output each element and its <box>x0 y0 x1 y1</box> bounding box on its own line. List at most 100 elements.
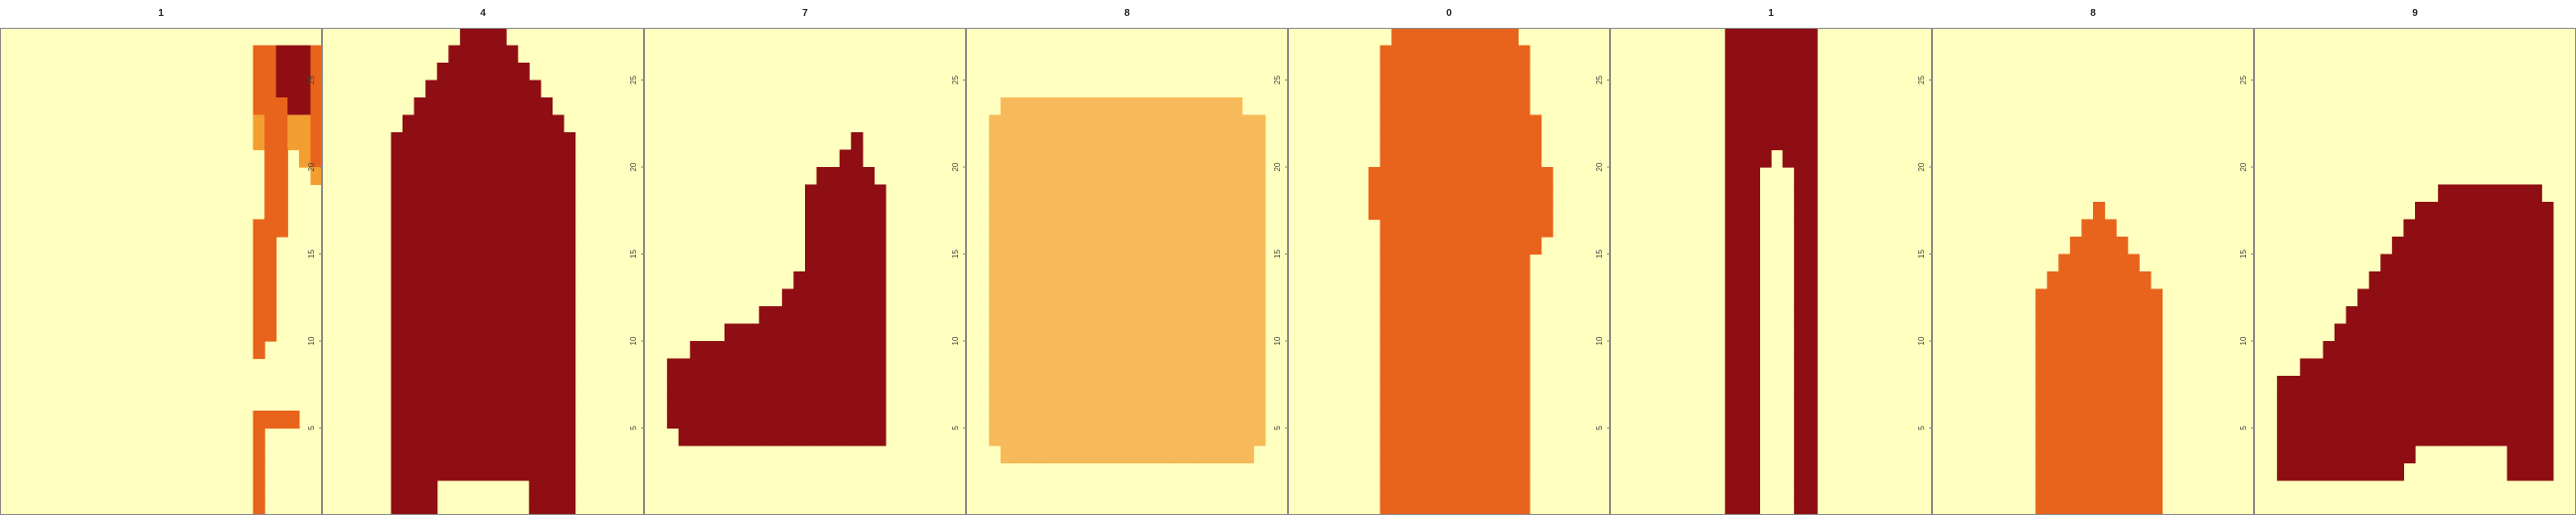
heatmap-cell <box>529 80 542 98</box>
heatmap-cell <box>1230 271 1243 290</box>
heatmap-cell <box>1794 237 1807 256</box>
heatmap-cell <box>770 341 783 360</box>
heatmap-cell <box>862 306 876 325</box>
heatmap-cell <box>1747 63 1761 82</box>
heatmap-cell <box>851 271 864 290</box>
heatmap-cell <box>1736 271 1749 290</box>
heatmap-cell <box>1460 132 1473 151</box>
heatmap-cell <box>1437 445 1450 464</box>
heatmap-cell <box>1402 306 1415 325</box>
heatmap-cell <box>1805 254 1818 272</box>
heatmap-cell <box>1747 341 1761 360</box>
heatmap-cell <box>1000 306 1013 325</box>
heatmap-cell <box>816 219 829 238</box>
heatmap-cell <box>1046 306 1059 325</box>
heatmap-cell <box>436 167 449 186</box>
heatmap-cell <box>252 445 265 464</box>
heatmap-cell <box>1057 114 1070 133</box>
heatmap-cell <box>1437 45 1450 64</box>
heatmap-cell <box>1460 97 1473 116</box>
heatmap-cell <box>2368 428 2381 446</box>
heatmap-cell <box>1218 288 1231 307</box>
heatmap-cell <box>494 184 507 203</box>
heatmap-cell <box>1530 219 1542 238</box>
heatmap-cell <box>459 63 473 82</box>
heatmap-cell <box>1092 97 1105 116</box>
heatmap-cell <box>1437 114 1450 133</box>
y-tick-label: 20 <box>1273 162 1282 171</box>
heatmap-cell <box>2334 341 2347 360</box>
heatmap-cell <box>1080 167 1093 186</box>
heatmap-cell <box>1138 358 1151 377</box>
heatmap-cell <box>851 393 864 412</box>
heatmap-cell <box>2518 445 2531 464</box>
heatmap-cell <box>471 219 484 238</box>
heatmap-cell <box>793 411 806 429</box>
heatmap-cell <box>506 45 519 64</box>
heatmap-cell <box>1230 288 1243 307</box>
heatmap-cell <box>1253 167 1266 186</box>
heatmap-cell <box>1794 184 1807 203</box>
heatmap-cell <box>2046 480 2059 499</box>
heatmap-cell <box>2368 323 2381 342</box>
heatmap-cell <box>517 254 530 272</box>
heatmap-cell <box>1518 167 1530 186</box>
heatmap-cell <box>506 411 519 429</box>
heatmap-cell <box>747 376 760 395</box>
heatmap-cell <box>816 184 829 203</box>
heatmap-cell <box>2391 341 2405 360</box>
heatmap-cell <box>483 219 496 238</box>
heatmap-cell <box>506 184 519 203</box>
heatmap-cell <box>2150 428 2164 446</box>
heatmap-cell <box>1161 341 1174 360</box>
heatmap-cell <box>2380 288 2393 307</box>
heatmap-cell <box>2150 462 2164 481</box>
heatmap-cell <box>252 288 265 307</box>
heatmap-cell <box>1495 63 1508 82</box>
heatmap-cell <box>1103 114 1117 133</box>
heatmap-cell <box>1057 323 1070 342</box>
heatmap-cell <box>1736 63 1749 82</box>
heatmap-cell <box>287 45 300 64</box>
heatmap-cell <box>851 237 864 256</box>
heatmap-cell <box>2506 462 2519 481</box>
heatmap-cell <box>678 393 691 412</box>
heatmap-cell <box>1012 411 1025 429</box>
heatmap-cell <box>540 428 554 446</box>
heatmap-cell <box>1472 358 1485 377</box>
heatmap-cell <box>1379 254 1392 272</box>
heatmap-cell <box>264 80 277 98</box>
heatmap-cell <box>874 376 886 395</box>
heatmap-cell <box>2496 202 2508 221</box>
heatmap-cell <box>2116 288 2129 307</box>
y-tick-label: 5 <box>951 426 960 430</box>
heatmap-cell <box>540 254 554 272</box>
heatmap-cell <box>828 306 841 325</box>
heatmap-cell <box>252 497 265 515</box>
heatmap-cell <box>1460 306 1473 325</box>
heatmap-cell <box>1472 271 1485 290</box>
heatmap-cell <box>1472 80 1485 98</box>
heatmap-cell <box>1391 393 1404 412</box>
heatmap-cell <box>402 288 415 307</box>
heatmap-cell <box>264 132 277 151</box>
heatmap-cell <box>448 45 461 64</box>
heatmap-cell <box>2380 358 2393 377</box>
heatmap-cell <box>781 393 795 412</box>
heatmap-cell <box>1046 132 1059 151</box>
heatmap-cell <box>828 376 841 395</box>
heatmap-cell <box>2484 341 2496 360</box>
heatmap-cell <box>506 167 519 186</box>
heatmap-cell <box>2529 254 2542 272</box>
heatmap-cell <box>1023 376 1037 395</box>
heatmap-cell <box>1425 63 1439 82</box>
heatmap-cell <box>1138 132 1151 151</box>
heatmap-cell <box>1092 376 1105 395</box>
heatmap-cell <box>1241 358 1254 377</box>
heatmap-cell <box>2104 376 2117 395</box>
heatmap-cell <box>483 445 496 464</box>
heatmap-cell <box>1069 288 1082 307</box>
heatmap-cell <box>2541 254 2554 272</box>
heatmap-cell <box>564 497 576 515</box>
heatmap-cell <box>1402 254 1415 272</box>
